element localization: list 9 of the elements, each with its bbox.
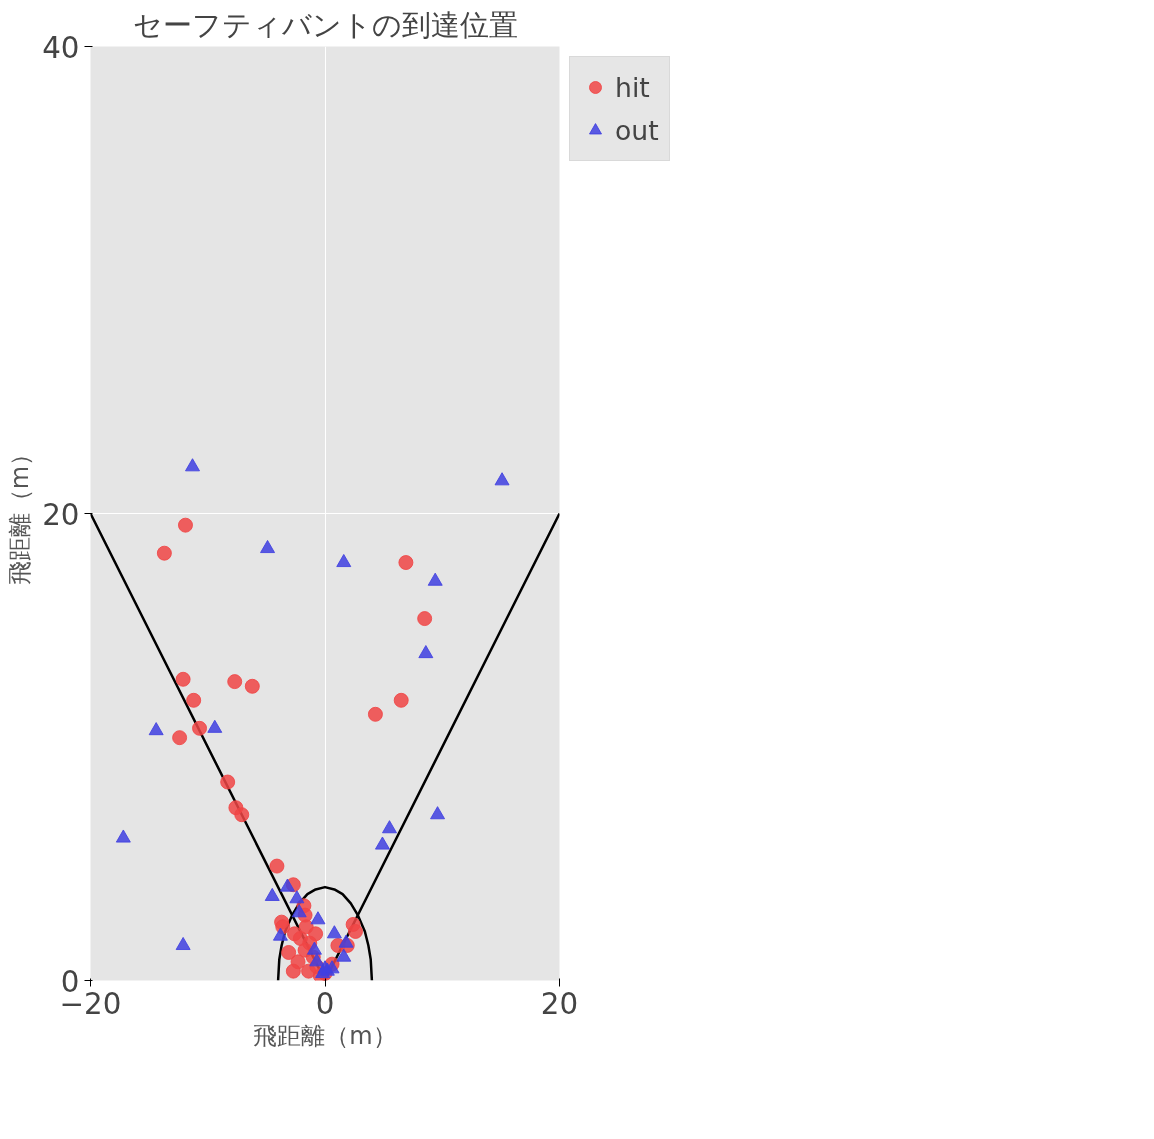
chart-title: セーフティバントの到達位置: [132, 7, 518, 42]
legend-label: hit: [615, 71, 650, 103]
x-axis-title: 飛距離（m）: [253, 1021, 397, 1050]
y-tick-label: 20: [42, 497, 80, 532]
x-tick-label: 20: [540, 986, 579, 1021]
y-tick-label: 40: [42, 30, 80, 65]
legend-label: out: [615, 114, 659, 146]
y-axis-title: 飛距離（m）: [6, 441, 35, 586]
x-tick-label: 0: [315, 986, 335, 1021]
